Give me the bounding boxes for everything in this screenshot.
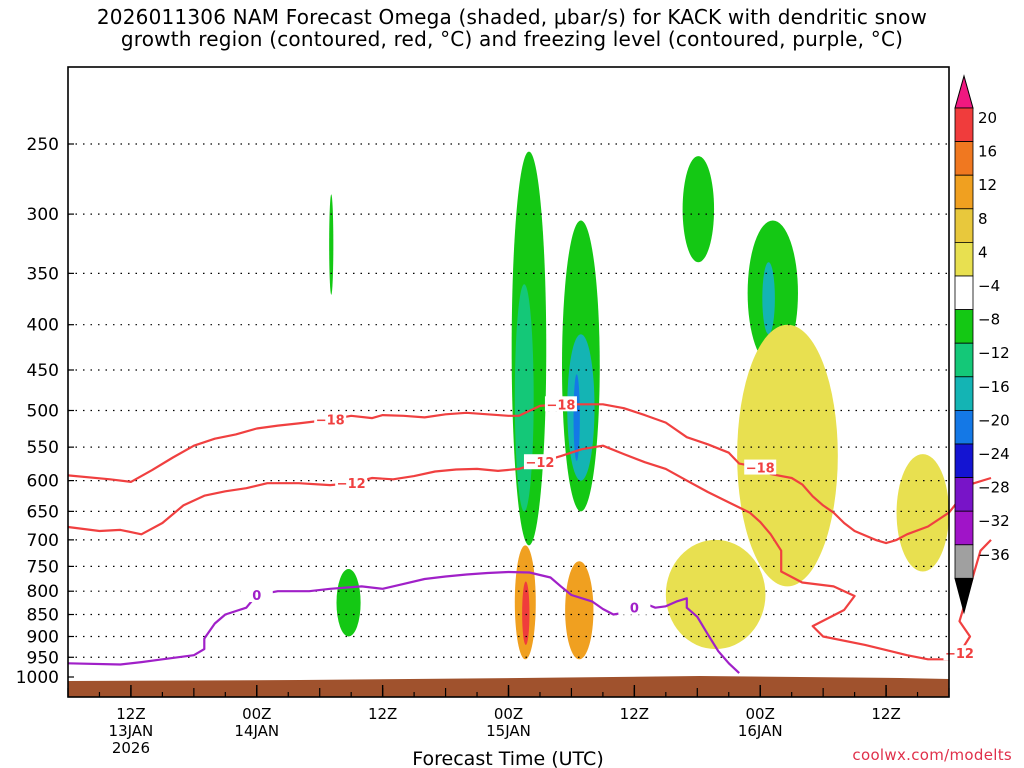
contour-label-bg — [240, 587, 273, 603]
contour-label-bg — [618, 599, 651, 615]
omega-shade-lift-16jan-upper-core — [762, 262, 775, 335]
contour-1 — [67, 444, 992, 661]
x-tick-label: 14JAN — [234, 722, 279, 740]
colorbar-swatch — [954, 107, 974, 142]
y-tick-label-750: 750 — [27, 557, 59, 577]
colorbar-label: 12 — [978, 176, 997, 194]
y-tick-label-800: 800 — [27, 582, 59, 602]
omega-shade-weak-lift-upper-left — [329, 194, 334, 295]
contour-label-bg — [943, 645, 976, 661]
colorbar-label: −20 — [978, 411, 1010, 429]
contour-label-bg — [523, 454, 556, 470]
colorbar-label: −28 — [978, 479, 1010, 497]
colorbar-swatch — [954, 174, 974, 210]
colorbar-swatch — [954, 241, 974, 277]
colorbar-label: −8 — [978, 311, 1000, 329]
credit-link[interactable]: coolwx.com/modelts — [852, 746, 1012, 764]
colorbar-label: 8 — [978, 210, 988, 228]
chart-title: 2026011306 NAM Forecast Omega (shaded, μ… — [0, 6, 1024, 50]
colorbar-swatch — [954, 342, 974, 378]
y-tick-label-300: 300 — [27, 205, 59, 225]
y-tick-label-700: 700 — [27, 531, 59, 551]
x-tick-label: 00Z — [242, 705, 271, 723]
colorbar-label: −36 — [978, 546, 1010, 564]
colorbar-swatch — [954, 544, 974, 579]
x-tick-label: 13JAN — [109, 722, 154, 740]
y-tick-label-900: 900 — [27, 627, 59, 647]
contour-label: −12 — [525, 456, 554, 471]
contour-label: 0 — [630, 602, 639, 617]
colorbar-bottom-arrow — [954, 577, 974, 615]
contour-label: −12 — [337, 477, 366, 492]
colorbar-label: −12 — [978, 344, 1010, 362]
omega-shade-lift-15jan-upper-hook — [682, 156, 715, 263]
omega-shade-lift-column-15jan-mid-core — [567, 334, 595, 481]
y-tick-label-450: 450 — [27, 361, 59, 381]
omega-shade-sinking-16jan — [737, 324, 838, 587]
omega-shade-lift-column-15jan-strongest — [573, 374, 580, 461]
omega-shade-lift-14jan-low — [336, 568, 361, 637]
contour-label-bg — [335, 475, 368, 491]
title-line-1: 2026011306 NAM Forecast Omega (shaded, μ… — [96, 5, 928, 29]
colorbar-swatch — [954, 208, 974, 243]
colorbar-swatch — [954, 275, 974, 310]
y-tick-label-950: 950 — [27, 648, 59, 668]
contour-0 — [67, 403, 992, 545]
omega-shade-lift-plume-15jan-core — [514, 284, 534, 512]
colorbar-swatch — [954, 477, 974, 512]
x-tick-label: 12Z — [620, 705, 649, 723]
title-line-2: growth region (contoured, red, °C) and f… — [120, 27, 904, 51]
colorbar-swatch — [954, 309, 974, 344]
omega-shade-sinking-low-15jan-core — [522, 581, 530, 645]
x-tick-label: 00Z — [746, 705, 775, 723]
y-tick-label-1000: 1000 — [16, 668, 59, 688]
contour-label: −18 — [316, 414, 345, 429]
contour-2 — [67, 570, 740, 674]
x-tick-label: 15JAN — [486, 722, 531, 740]
y-tick-label-650: 650 — [27, 502, 59, 522]
y-tick-label-600: 600 — [27, 472, 59, 492]
contour-label-bg — [314, 411, 347, 427]
contour-label-bg — [744, 459, 777, 475]
colorbar-swatch — [954, 443, 974, 478]
x-tick-label: 12Z — [871, 705, 900, 723]
omega-shade-sinking-16jan-right — [896, 454, 950, 572]
contour-label: −18 — [546, 398, 575, 413]
x-tick-label: 2026 — [112, 739, 150, 757]
omega-shade-sinking-16jan-low — [665, 539, 766, 650]
contour-label: 0 — [252, 589, 261, 604]
colorbar-label: −32 — [978, 512, 1010, 530]
x-tick-label: 16JAN — [738, 722, 783, 740]
y-tick-label-250: 250 — [27, 135, 59, 155]
contour-label-bg — [544, 396, 577, 412]
y-tick-label-400: 400 — [27, 316, 59, 336]
colorbar-swatch — [954, 510, 974, 546]
x-tick-label: 12Z — [368, 705, 397, 723]
colorbar-label: 20 — [978, 109, 997, 127]
x-tick-label: 12Z — [116, 705, 145, 723]
colorbar-swatch — [954, 141, 974, 176]
colorbar-label: −16 — [978, 378, 1010, 396]
omega-shade-sinking-low-15jan-b — [565, 561, 594, 660]
x-axis-label: Forecast Time (UTC) — [412, 748, 603, 768]
colorbar-swatch — [954, 376, 974, 411]
y-tick-label-850: 850 — [27, 606, 59, 626]
colorbar-swatch — [954, 409, 974, 445]
y-tick-label-350: 350 — [27, 264, 59, 284]
x-tick-label: 00Z — [494, 705, 523, 723]
colorbar-top-arrow — [954, 74, 974, 109]
colorbar-label: 16 — [978, 143, 997, 161]
colorbar-label: −4 — [978, 277, 1000, 295]
y-tick-label-550: 550 — [27, 438, 59, 458]
y-tick-label-500: 500 — [27, 402, 59, 422]
colorbar-label: 4 — [978, 243, 988, 261]
colorbar-label: −24 — [978, 445, 1010, 463]
contour-label: −12 — [945, 647, 974, 662]
contour-label: −18 — [746, 462, 775, 477]
